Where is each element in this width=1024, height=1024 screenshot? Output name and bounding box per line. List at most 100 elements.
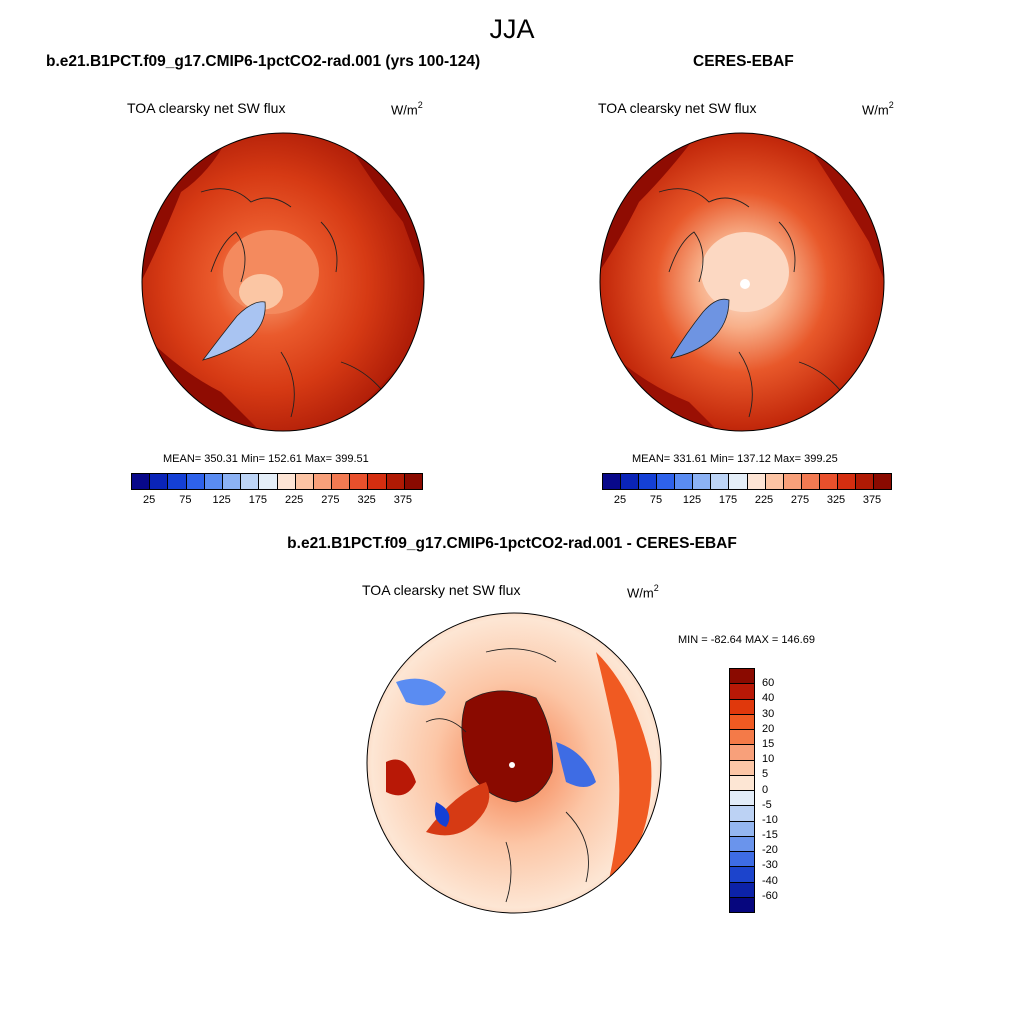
difference-colorbar-label: -15 (762, 829, 778, 842)
model-map-boundary (141, 132, 425, 432)
difference-colorbar-swatch (730, 729, 754, 745)
obs-greenland-ice (670, 298, 730, 359)
colorbar-swatch (782, 474, 801, 489)
figure-title: JJA (489, 14, 535, 44)
difference-colorbar-label: -10 (762, 813, 778, 826)
colorbar-swatch (764, 474, 783, 489)
difference-colorbar-swatch (730, 713, 754, 729)
colorbar-swatch (167, 474, 186, 489)
difference-variable-label: TOA clearsky net SW flux (362, 582, 521, 598)
difference-colorbar-label: 0 (762, 783, 769, 796)
difference-arctic-max-region (461, 690, 553, 803)
model-stats: MEAN= 350.31 Min= 152.61 Max= 399.51 (163, 453, 369, 465)
colorbar-swatch (603, 474, 621, 489)
obs-stats: MEAN= 331.61 Min= 137.12 Max= 399.25 (632, 453, 838, 465)
difference-colorbar-label: -5 (762, 798, 772, 811)
difference-colorbar-swatch (730, 759, 754, 775)
model-arctic-high-region (239, 274, 283, 310)
colorbar-tick-label: 325 (826, 494, 846, 506)
difference-western-warm-patch (386, 759, 416, 796)
obs-panel-title: CERES-EBAF (693, 53, 794, 70)
colorbar-swatch (692, 474, 711, 489)
colorbar-swatch (872, 474, 891, 489)
model-unit-label: W/m2 (391, 100, 423, 118)
obs-colorbar (602, 473, 892, 490)
colorbar-swatch (656, 474, 675, 489)
difference-colorbar-label: 10 (762, 753, 775, 766)
model-variable-label: TOA clearsky net SW flux (127, 100, 286, 116)
obs-arctic-light-region (701, 232, 789, 312)
colorbar-tick-label: 225 (284, 494, 304, 506)
difference-stats: MIN = -82.64 MAX = 146.69 (678, 634, 815, 646)
difference-greenland-cool-patch (434, 802, 450, 827)
colorbar-swatch (221, 474, 241, 489)
model-greenland-ice (201, 301, 266, 361)
difference-colorbar-label: 30 (762, 707, 775, 720)
colorbar-tick-label: 275 (790, 494, 810, 506)
colorbar-swatch (331, 474, 350, 489)
difference-colorbar-swatch (730, 881, 754, 897)
obs-unit-label: W/m2 (862, 100, 894, 118)
colorbar-tick-label: 75 (649, 494, 663, 506)
difference-panel-title: b.e21.B1PCT.f09_g17.CMIP6-1pctCO2-rad.00… (287, 535, 737, 552)
colorbar-swatch (349, 474, 368, 489)
model-panel-title: b.e21.B1PCT.f09_g17.CMIP6-1pctCO2-rad.00… (46, 53, 481, 70)
obs-pole-point (740, 279, 750, 289)
model-colorbar (131, 473, 423, 490)
colorbar-swatch (294, 474, 313, 489)
difference-colorbar-swatch (730, 866, 754, 882)
colorbar-swatch (240, 474, 259, 489)
difference-colorbar-swatch (730, 835, 754, 851)
difference-unit-label: W/m2 (627, 583, 659, 601)
colorbar-tick-label: 125 (212, 494, 231, 506)
model-colorbar-ticks: 25 75 125 175 225 275 325 375 (131, 494, 421, 508)
colorbar-tick-label: 125 (682, 494, 702, 506)
difference-colorbar-label: -60 (762, 889, 778, 902)
difference-colorbar-swatch (730, 790, 754, 806)
obs-variable-label: TOA clearsky net SW flux (598, 100, 757, 116)
difference-colorbar-label: 60 (762, 677, 775, 690)
difference-pole-point (509, 762, 515, 768)
colorbar-swatch (258, 474, 277, 489)
colorbar-swatch (836, 474, 855, 489)
difference-colorbar-swatch (730, 683, 754, 699)
obs-coastlines (658, 188, 850, 418)
difference-colorbar-swatch (730, 851, 754, 867)
difference-colorbar-label: -30 (762, 859, 778, 872)
difference-colorbar-label: 5 (762, 768, 769, 781)
difference-colorbar-label: -20 (762, 844, 778, 857)
difference-map-boundary (366, 612, 662, 914)
colorbar-tick-label: 25 (143, 494, 156, 506)
colorbar-swatch (385, 474, 404, 489)
colorbar-tick-label: 25 (613, 494, 627, 506)
difference-colorbar-swatch (730, 896, 754, 912)
difference-siberia-cool-patch (556, 742, 596, 787)
obs-polar-map (599, 132, 885, 432)
difference-colorbar-swatch (730, 698, 754, 714)
colorbar-swatch (746, 474, 765, 489)
colorbar-swatch (276, 474, 295, 489)
colorbar-tick-label: 275 (321, 494, 340, 506)
difference-colorbar-swatch (730, 669, 754, 684)
difference-colorbar-swatch (730, 805, 754, 821)
colorbar-swatch (149, 474, 168, 489)
obs-colorbar-ticks: 25 75 125 175 225 275 325 375 (602, 494, 890, 508)
colorbar-swatch (620, 474, 639, 489)
colorbar-swatch (710, 474, 729, 489)
colorbar-swatch (674, 474, 693, 489)
obs-map-boundary (599, 132, 885, 432)
difference-colorbar-label: 20 (762, 722, 775, 735)
colorbar-tick-label: 375 (862, 494, 882, 506)
colorbar-swatch (132, 474, 150, 489)
difference-colorbar-label: -40 (762, 874, 778, 887)
colorbar-swatch (818, 474, 837, 489)
colorbar-swatch (403, 474, 422, 489)
difference-colorbar-label: 15 (762, 737, 775, 750)
colorbar-tick-label: 375 (393, 494, 413, 506)
difference-polar-map (366, 612, 662, 914)
colorbar-swatch (203, 474, 222, 489)
difference-colorbar (729, 668, 755, 913)
colorbar-swatch (312, 474, 332, 489)
model-coastlines (200, 188, 392, 418)
colorbar-swatch (800, 474, 819, 489)
